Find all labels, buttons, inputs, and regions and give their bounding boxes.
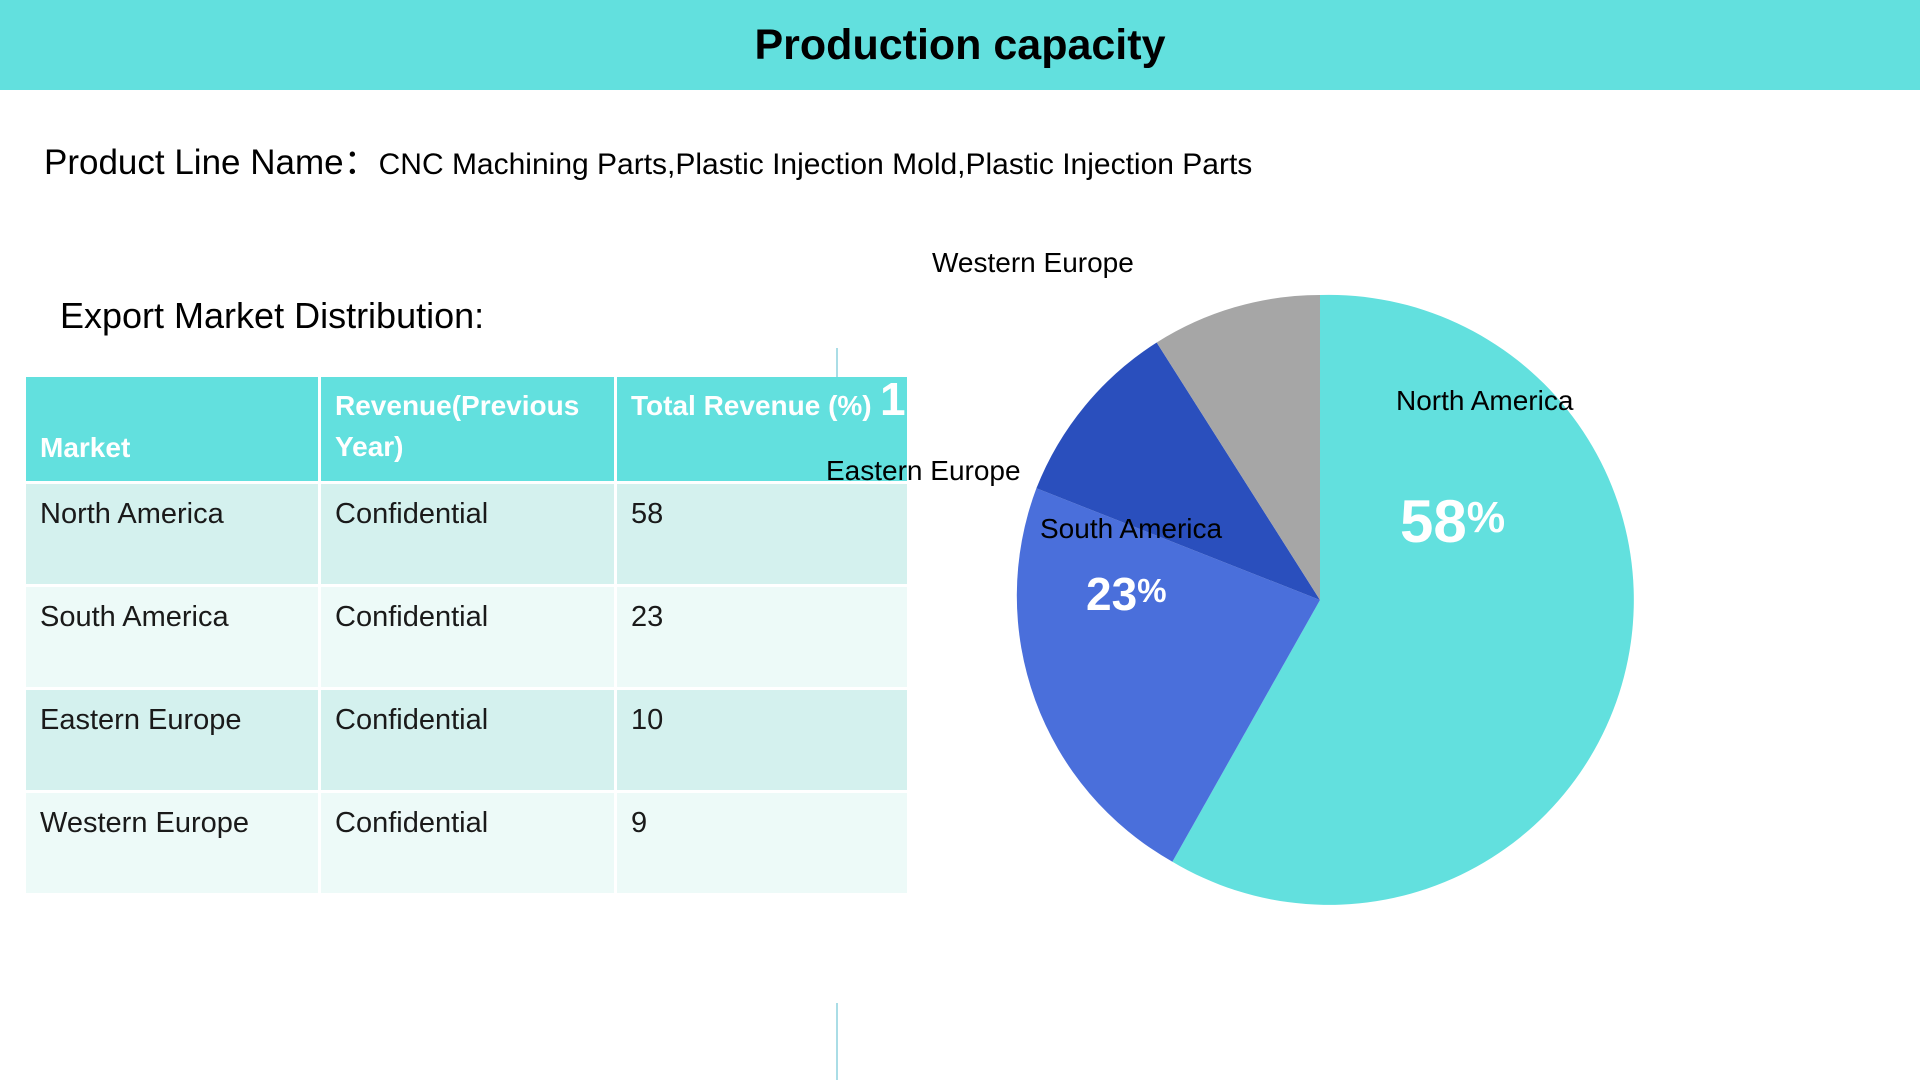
table-row: South America Confidential 23 bbox=[26, 587, 907, 690]
table-cell-revenue: Confidential bbox=[321, 793, 617, 896]
pie-label-western-europe: Western Europe bbox=[932, 247, 1134, 278]
table-cell-market-text: Eastern Europe bbox=[40, 704, 242, 736]
table-cell-market-text: South America bbox=[40, 601, 229, 633]
header-band bbox=[0, 0, 1920, 90]
table-header-total-revenue-pct: Total Revenue (%) bbox=[617, 377, 907, 484]
table-cell-revenue: Confidential bbox=[321, 484, 617, 587]
table-header-row: Market Revenue(Previous Year) Total Reve… bbox=[26, 377, 907, 484]
table-cell-total: 9 bbox=[617, 793, 907, 896]
export-market-pie-chart: North America 58% South America 23% East… bbox=[826, 247, 1660, 940]
table-cell-total: 23 bbox=[617, 587, 907, 690]
pie-slice-north-america bbox=[1172, 294, 1634, 905]
product-line-label: Product Line Name： bbox=[44, 143, 379, 182]
page-title: Production capacity bbox=[754, 21, 1166, 69]
table-cell-market: North America bbox=[26, 484, 321, 587]
pie-value-north-america-sign: % bbox=[1467, 494, 1505, 542]
pie-value-eastern-europe: 10% bbox=[880, 373, 961, 425]
pie-value-south-america-number: 23 bbox=[1086, 568, 1137, 620]
table-cell-revenue: Confidential bbox=[321, 690, 617, 793]
table-header-total-label: Total Revenue (%) bbox=[631, 390, 872, 421]
table-cell-market-text: North America bbox=[40, 498, 224, 530]
product-line-value: CNC Machining Parts,Plastic Injection Mo… bbox=[378, 148, 1253, 181]
product-line-block: Product Line Name：CNC Machining Parts,Pl… bbox=[44, 136, 1544, 191]
table-cell-revenue-text: Confidential bbox=[335, 704, 489, 736]
table-cell-revenue-text: Confidential bbox=[335, 601, 489, 633]
pie-slice-eastern-europe bbox=[1036, 342, 1320, 600]
pie-label-south-america: South America bbox=[1040, 513, 1223, 544]
pie-value-eastern-europe-sign: % bbox=[931, 378, 960, 415]
table-cell-revenue-text: Confidential bbox=[335, 498, 489, 530]
table-cell-revenue-text: Confidential bbox=[335, 807, 489, 839]
pie-value-south-america-sign: % bbox=[1137, 573, 1166, 610]
table-header-revenue-previous-year: Revenue(Previous Year) bbox=[321, 377, 617, 484]
table-cell-total-text: 23 bbox=[631, 601, 664, 633]
pie-label-eastern-europe: Eastern Europe bbox=[826, 455, 1021, 486]
pie-chart-svg: North America 58% South America 23% East… bbox=[826, 247, 1634, 905]
table-row: North America Confidential 58 bbox=[26, 484, 907, 587]
table-cell-total: 10 bbox=[617, 690, 907, 793]
table-cell-total: 58 bbox=[617, 484, 907, 587]
pie-slice-western-europe bbox=[1156, 295, 1320, 600]
table-cell-market: South America bbox=[26, 587, 321, 690]
pie-value-north-america: 58% bbox=[1400, 488, 1505, 555]
table-header-market: Market bbox=[26, 377, 321, 484]
table-cell-total-text: 9 bbox=[631, 807, 648, 839]
table-cell-market: Eastern Europe bbox=[26, 690, 321, 793]
export-market-table: Market Revenue(Previous Year) Total Reve… bbox=[26, 377, 907, 896]
table-cell-market-text: Western Europe bbox=[40, 807, 250, 839]
table-cell-revenue: Confidential bbox=[321, 587, 617, 690]
table-header-revenue-label: Revenue(Previous Year) bbox=[335, 390, 580, 462]
pie-value-eastern-europe-number: 10 bbox=[880, 373, 931, 425]
pie-value-western-europe: 9% bbox=[996, 296, 1051, 348]
pie-value-western-europe-number: 9 bbox=[996, 296, 1022, 348]
pie-value-south-america: 23% bbox=[1086, 568, 1167, 620]
pie-value-western-europe-sign: % bbox=[1022, 301, 1051, 338]
table-cell-total-text: 10 bbox=[631, 704, 664, 736]
table-row: Eastern Europe Confidential 10 bbox=[26, 690, 907, 793]
pie-slice-south-america bbox=[1016, 488, 1320, 862]
guide-line-bottom bbox=[836, 1003, 838, 1080]
export-market-distribution-heading: Export Market Distribution: bbox=[60, 295, 485, 336]
pie-label-north-america: North America bbox=[1396, 385, 1574, 416]
guide-line-top bbox=[836, 348, 838, 386]
table-cell-market: Western Europe bbox=[26, 793, 321, 896]
pie-value-north-america-number: 58 bbox=[1400, 488, 1467, 555]
table-row: Western Europe Confidential 9 bbox=[26, 793, 907, 896]
table-cell-total-text: 58 bbox=[631, 498, 664, 530]
table-header-market-label: Market bbox=[40, 432, 131, 463]
